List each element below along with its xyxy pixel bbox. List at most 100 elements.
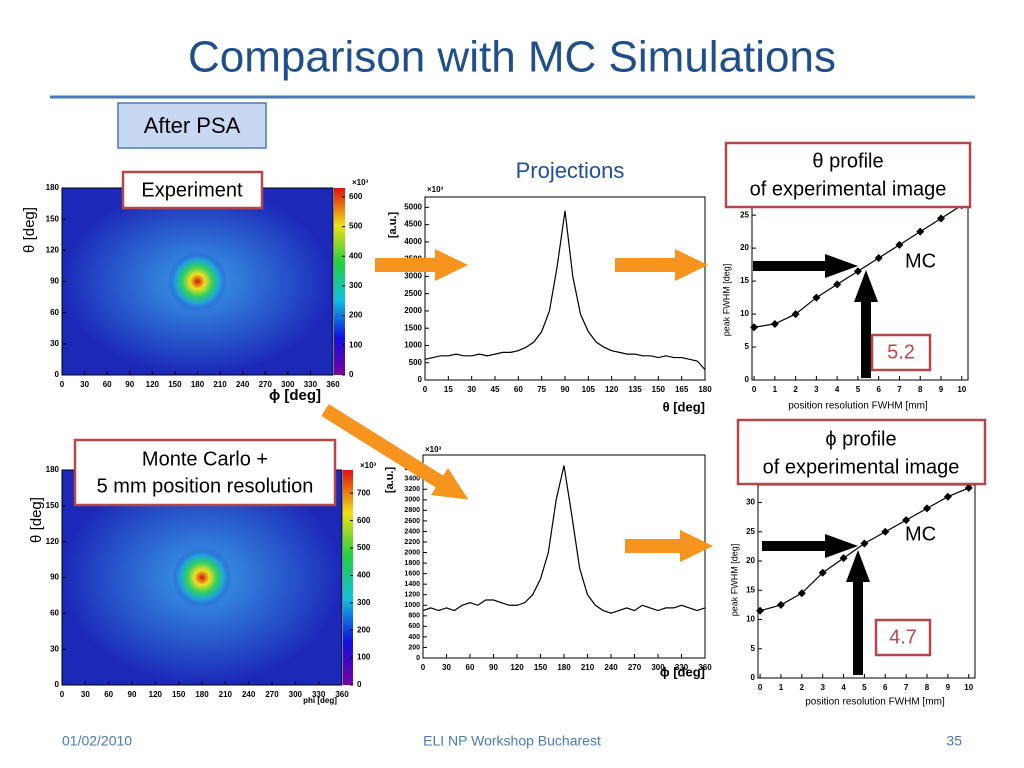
x-tick-label: 8 [918,385,923,394]
y-tick-label: 5 [745,342,750,351]
y-tick-label: 1400 [404,581,420,588]
data-point [895,240,904,249]
colorbar-tick-label: 200 [357,625,371,634]
y-tick-label: 15 [740,276,749,285]
footer-date: 01/02/2010 [62,733,132,749]
data-point [776,600,785,609]
colorbar-tick-label: 100 [349,340,363,349]
mc-mark: MC [905,523,936,545]
x-tick-label: 60 [514,385,523,394]
y-tick-label: 800 [408,613,420,620]
x-tick-label: 3 [814,385,819,394]
y-tick-label: 180 [46,183,60,192]
x-tick-label: 180 [698,385,712,394]
data-point [812,293,821,302]
x-axis-label: ϕ [deg] [660,664,705,679]
x-axis-label: θ [deg] [663,399,705,414]
x-tick-label: 150 [534,663,548,672]
theta-box-text: of experimental image [750,178,947,200]
colorbar-tick-label: 100 [357,653,371,662]
theta-box-text: θ profile [812,150,883,172]
y-tick-label: 0 [745,375,750,384]
data-point [881,527,890,536]
x-tick-label: 1 [779,683,784,692]
colorbar-tick-label: 600 [349,192,363,201]
x-tick-label: 6 [883,683,888,692]
data-point [937,214,945,223]
x-tick-label: 330 [304,380,318,389]
data-point [943,492,952,501]
arrow-shape [321,404,469,500]
y-tick-label: 5 [751,644,756,653]
y-tick-label: 10 [746,615,755,624]
x-tick-label: 30 [467,385,476,394]
data-point [833,280,842,289]
x-tick-label: 4 [841,683,846,692]
data-point [818,568,827,577]
x-tick-label: 7 [904,683,909,692]
y-tick-label: 1600 [404,570,420,577]
y-tick-label: 3000 [404,497,420,504]
x-tick-label: 360 [335,690,349,699]
x-tick-label: 120 [510,663,524,672]
x-tick-label: 360 [698,663,712,672]
x-tick-label: 300 [281,380,295,389]
x-tick-label: 240 [604,663,618,672]
y-axis-label: θ [deg] [21,207,38,253]
x-tick-label: 30 [442,663,451,672]
y-tick-label: 90 [50,573,59,582]
data-point [756,606,765,615]
y-tick-label: 60 [50,608,59,617]
y-tick-label: 1800 [404,560,420,567]
y-tick-label: 150 [46,214,60,223]
y-multiplier: ×10³ [425,445,442,454]
data-point [874,254,883,263]
x-tick-label: 150 [172,690,186,699]
x-tick-label: 300 [289,690,303,699]
y-tick-label: 4500 [404,220,422,229]
x-tick-label: 5 [862,683,867,692]
x-tick-label: 8 [925,683,930,692]
y-tick-label: 25 [746,527,755,536]
y-tick-label: 1500 [404,323,422,332]
experiment-label: Experiment [141,179,243,201]
phi-box-text: ϕ profile [825,428,896,450]
x-tick-label: 180 [557,663,571,672]
plot-frame [422,454,706,659]
y-tick-label: 150 [46,501,60,510]
x-tick-label: 1 [773,385,778,394]
x-tick-label: 30 [81,690,90,699]
data-point [770,319,779,328]
x-tick-label: 150 [168,380,182,389]
badge: After PSA [144,113,241,138]
arrow [375,249,468,281]
y-tick-label: 1000 [404,602,420,609]
y-tick-label: 2400 [404,528,420,535]
x-axis-label: position resolution FWHM [mm] [805,697,945,708]
data-point [916,227,925,236]
x-tick-label: 180 [191,380,205,389]
y-tick-label: 1000 [404,341,422,350]
y-tick-label: 400 [408,634,420,641]
x-tick-label: 0 [758,683,763,692]
x-tick-label: 6 [876,385,881,394]
y-tick-label: 3000 [404,272,422,281]
x-tick-label: 60 [103,380,112,389]
result: 5.2 [887,341,915,363]
x-tick-label: 0 [423,385,428,394]
y-tick-label: 2000 [404,549,420,556]
y-tick-label: 600 [408,623,420,630]
experiment-box [121,170,264,210]
y-tick-label: 25 [740,210,749,219]
x-tick-label: 120 [605,385,619,394]
charts: 0 30 60 90 120 150 180 210 240 270 300 330 360030609… [21,178,976,708]
x-tick-label: 0 [60,380,65,389]
slide-title: Comparison with MC Simulations [188,33,836,82]
y-tick-label: 3200 [404,486,420,493]
data-line [422,465,706,614]
y-tick-label: 0 [55,370,60,379]
heatmap-hotspot [172,547,232,608]
y-tick-label: 30 [50,339,59,348]
y-tick-label: 500 [409,358,423,367]
